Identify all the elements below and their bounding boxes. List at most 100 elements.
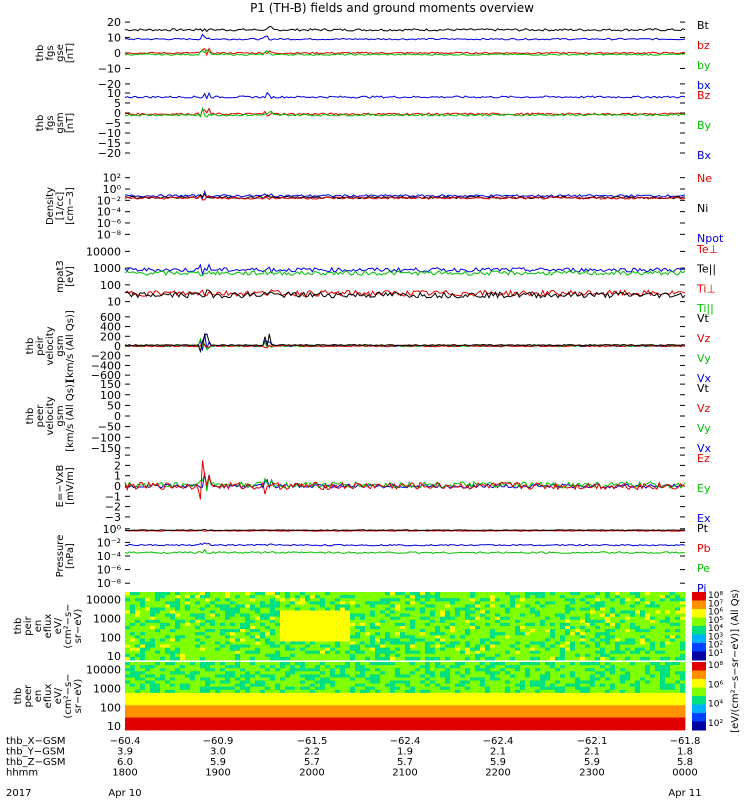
spectrogram-cell bbox=[135, 721, 140, 725]
spectrogram-cell bbox=[240, 614, 245, 618]
spectrogram-cell bbox=[370, 693, 375, 697]
spectrogram-cell bbox=[470, 718, 475, 722]
spectrogram-cell bbox=[615, 592, 620, 596]
spectrogram-cell bbox=[570, 626, 575, 630]
spectrogram-cell bbox=[285, 620, 290, 624]
spectrogram-cell bbox=[180, 592, 185, 596]
spectrogram-cell bbox=[635, 712, 640, 716]
spectrogram-cell bbox=[275, 699, 280, 703]
spectrogram-cell bbox=[445, 708, 450, 712]
spectrogram-cell bbox=[645, 696, 650, 700]
spectrogram-cell bbox=[580, 674, 585, 678]
spectrogram-cell bbox=[525, 620, 530, 624]
spectrogram-cell bbox=[455, 651, 460, 655]
spectrogram-cell bbox=[160, 721, 165, 725]
spectrogram-cell bbox=[380, 705, 385, 709]
spectrogram-cell bbox=[135, 635, 140, 639]
spectrogram-cell bbox=[310, 705, 315, 709]
spectrogram-cell bbox=[140, 674, 145, 678]
spectrogram-cell bbox=[265, 671, 270, 675]
spectrogram-cell bbox=[445, 699, 450, 703]
spectrogram-cell bbox=[420, 721, 425, 725]
spectrogram-cell bbox=[540, 674, 545, 678]
spectrogram-cell bbox=[450, 693, 455, 697]
spectrogram-cell bbox=[165, 696, 170, 700]
spectrogram-cell bbox=[205, 611, 210, 615]
spectrogram-cell bbox=[510, 626, 515, 630]
spectrogram-cell bbox=[420, 662, 425, 666]
spectrogram-cell bbox=[655, 648, 660, 652]
spectrogram-cell bbox=[135, 601, 140, 605]
spectrogram-cell bbox=[275, 642, 280, 646]
spectrogram-cell bbox=[225, 657, 230, 661]
spectrogram-cell bbox=[335, 687, 340, 691]
legend-entry: Ez bbox=[697, 452, 710, 465]
spectrogram-cell bbox=[410, 662, 415, 666]
spectrogram-cell bbox=[260, 592, 265, 596]
spectrogram-cell bbox=[365, 648, 370, 652]
spectrogram-cell bbox=[440, 684, 445, 688]
spectrogram-cell bbox=[650, 604, 655, 608]
spectrogram-cell bbox=[240, 626, 245, 630]
spectrogram-cell bbox=[550, 592, 555, 596]
spectrogram-cell bbox=[565, 668, 570, 672]
spectrogram-cell bbox=[305, 715, 310, 719]
spectrogram-cell bbox=[650, 684, 655, 688]
spectrogram-cell bbox=[350, 721, 355, 725]
spectrogram-cell bbox=[405, 620, 410, 624]
spectrogram-cell bbox=[335, 654, 340, 658]
spectrogram-cell bbox=[395, 645, 400, 649]
spectrogram-cell bbox=[380, 696, 385, 700]
spectrogram-cell bbox=[485, 674, 490, 678]
spectrogram-cell bbox=[385, 595, 390, 599]
spectrogram-cell bbox=[480, 623, 485, 627]
spectrogram-cell bbox=[515, 684, 520, 688]
spectrogram-cell bbox=[445, 592, 450, 596]
spectrogram-cell bbox=[435, 690, 440, 694]
spectrogram-cell bbox=[210, 617, 215, 621]
spectrogram-cell bbox=[435, 608, 440, 612]
spectrogram-cell bbox=[215, 620, 220, 624]
spectrogram-cell bbox=[400, 598, 405, 602]
spectrogram-cell bbox=[485, 635, 490, 639]
y-axis-label: [eV] bbox=[65, 266, 76, 287]
spectrogram-cell bbox=[450, 702, 455, 706]
spectrogram-cell bbox=[240, 635, 245, 639]
spectrogram-cell bbox=[400, 620, 405, 624]
spectrogram-cell bbox=[675, 638, 680, 642]
spectrogram-cell bbox=[675, 623, 680, 627]
spectrogram-cell bbox=[360, 645, 365, 649]
spectrogram-cell bbox=[635, 715, 640, 719]
spectrogram-cell bbox=[665, 638, 670, 642]
spectrogram-cell bbox=[630, 681, 635, 685]
spectrogram-cell bbox=[425, 699, 430, 703]
spectrogram-cell bbox=[640, 629, 645, 633]
spectrogram-cell bbox=[425, 665, 430, 669]
spectrogram-cell bbox=[225, 614, 230, 618]
spectrogram-cell bbox=[500, 608, 505, 612]
spectrogram-cell bbox=[495, 678, 500, 682]
spectrogram-cell bbox=[200, 632, 205, 636]
spectrogram-cell bbox=[435, 657, 440, 661]
spectrogram-cell bbox=[400, 712, 405, 716]
spectrogram-cell bbox=[680, 690, 685, 694]
spectrogram-cell bbox=[400, 681, 405, 685]
spectrogram-cell bbox=[405, 721, 410, 725]
spectrogram-cell bbox=[185, 632, 190, 636]
spectrogram-cell bbox=[325, 604, 330, 608]
spectrogram-cell bbox=[210, 598, 215, 602]
spectrogram-cell bbox=[170, 617, 175, 621]
spectrogram-cell bbox=[155, 629, 160, 633]
spectrogram-cell bbox=[250, 699, 255, 703]
spectrogram-cell bbox=[560, 632, 565, 636]
spectrogram-cell bbox=[545, 648, 550, 652]
spectrogram-cell bbox=[290, 715, 295, 719]
spectrogram-cell bbox=[410, 681, 415, 685]
spectrogram-cell bbox=[500, 648, 505, 652]
spectrogram-cell bbox=[285, 614, 290, 618]
spectrogram-cell bbox=[595, 657, 600, 661]
spectrogram-cell bbox=[300, 690, 305, 694]
spectrogram-cell bbox=[535, 626, 540, 630]
spectrogram-cell bbox=[680, 693, 685, 697]
spectrogram-cell bbox=[640, 617, 645, 621]
